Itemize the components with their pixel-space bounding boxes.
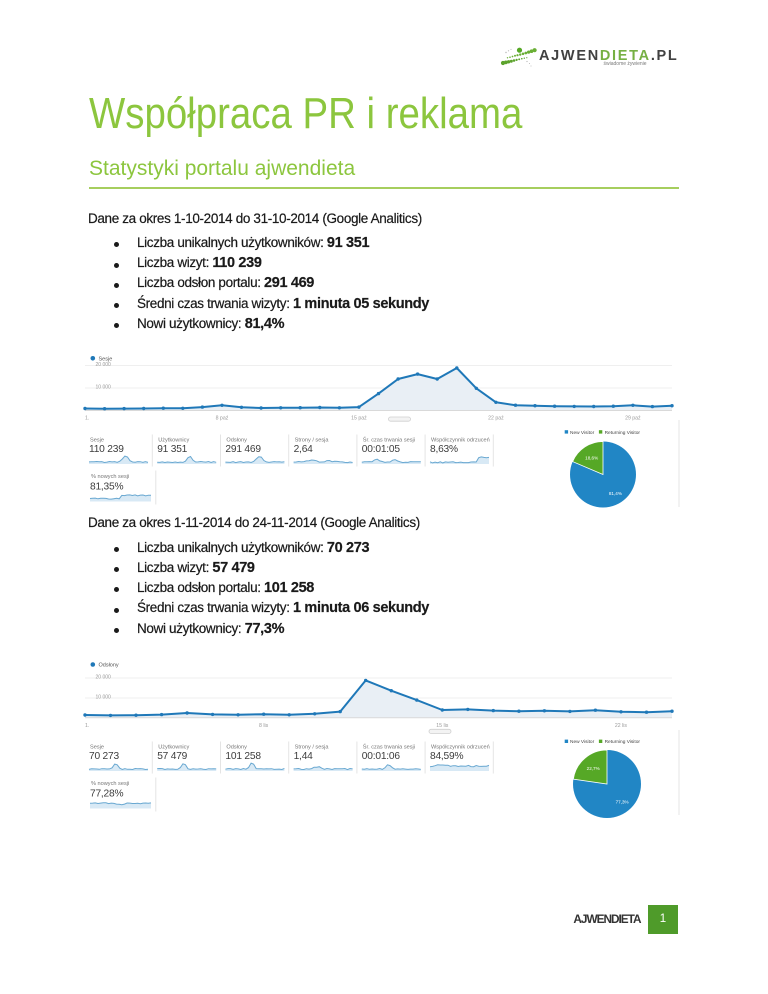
svg-text:15 paź: 15 paź <box>351 416 367 422</box>
svg-text:101 258: 101 258 <box>225 751 261 762</box>
svg-text:Strony / sesja: Strony / sesja <box>295 745 330 751</box>
svg-text:Sesje: Sesje <box>90 745 104 751</box>
svg-text:15 lis: 15 lis <box>436 723 449 729</box>
svg-text:Śr. czas trwania sesji: Śr. czas trwania sesji <box>363 743 415 751</box>
svg-text:świadome żywienie: świadome żywienie <box>604 61 647 67</box>
svg-text:% nowych sesji: % nowych sesji <box>91 781 129 787</box>
svg-text:77,28%: 77,28% <box>90 789 123 800</box>
svg-text:Odsłony: Odsłony <box>99 663 119 669</box>
svg-text:00:01:05: 00:01:05 <box>362 444 401 455</box>
svg-text:22,7%: 22,7% <box>587 766 600 771</box>
svg-text:10 000: 10 000 <box>96 385 112 391</box>
svg-text:70 273: 70 273 <box>89 751 119 762</box>
svg-text:22 lis: 22 lis <box>615 723 628 729</box>
svg-text:22 paź: 22 paź <box>488 416 504 422</box>
svg-text:2,64: 2,64 <box>294 444 314 455</box>
svg-text:Strony / sesja: Strony / sesja <box>295 438 330 444</box>
svg-text:1.: 1. <box>85 416 89 422</box>
svg-text:29 paź: 29 paź <box>625 416 641 422</box>
svg-text:8,63%: 8,63% <box>430 444 458 455</box>
svg-text:Współczynnik odrzuceń: Współczynnik odrzuceń <box>431 438 490 444</box>
svg-text:00:01:06: 00:01:06 <box>362 751 401 762</box>
svg-text:91 351: 91 351 <box>157 444 187 455</box>
svg-text:81,35%: 81,35% <box>90 482 123 493</box>
svg-text:Śr. czas trwania sesji: Śr. czas trwania sesji <box>363 436 415 444</box>
svg-text:Użytkownicy: Użytkownicy <box>158 438 189 444</box>
svg-text:New Visitor: New Visitor <box>570 739 595 745</box>
svg-text:20 000: 20 000 <box>96 362 112 368</box>
svg-text:Współczynnik odrzuceń: Współczynnik odrzuceń <box>431 745 490 751</box>
svg-text:Odsłony: Odsłony <box>226 745 247 751</box>
svg-text:110 239: 110 239 <box>89 444 124 455</box>
svg-text:1,44: 1,44 <box>294 751 314 762</box>
svg-text:81,4%: 81,4% <box>609 491 622 496</box>
svg-text:Sesje: Sesje <box>90 438 104 444</box>
svg-text:Sesje: Sesje <box>99 357 113 363</box>
svg-text:8 paź: 8 paź <box>216 416 229 422</box>
svg-text:10 000: 10 000 <box>96 695 112 701</box>
svg-text:57 479: 57 479 <box>157 751 187 762</box>
svg-text:8 lis: 8 lis <box>259 723 269 729</box>
svg-text:Returning Visitor: Returning Visitor <box>605 739 641 745</box>
svg-text:Returning Visitor: Returning Visitor <box>605 430 641 436</box>
svg-text:Użytkownicy: Użytkownicy <box>158 745 189 751</box>
svg-text:1.: 1. <box>85 723 89 729</box>
svg-text:Odsłony: Odsłony <box>226 438 247 444</box>
svg-text:291 469: 291 469 <box>225 444 261 455</box>
svg-text:20 000: 20 000 <box>96 675 112 681</box>
svg-text:New Visitor: New Visitor <box>570 430 595 436</box>
svg-text:77,3%: 77,3% <box>616 800 629 805</box>
svg-text:AJWENDIETA.PL: AJWENDIETA.PL <box>539 48 678 64</box>
svg-text:18,6%: 18,6% <box>585 455 598 460</box>
svg-text:% nowych sesji: % nowych sesji <box>91 474 129 480</box>
svg-text:84,59%: 84,59% <box>430 751 463 762</box>
